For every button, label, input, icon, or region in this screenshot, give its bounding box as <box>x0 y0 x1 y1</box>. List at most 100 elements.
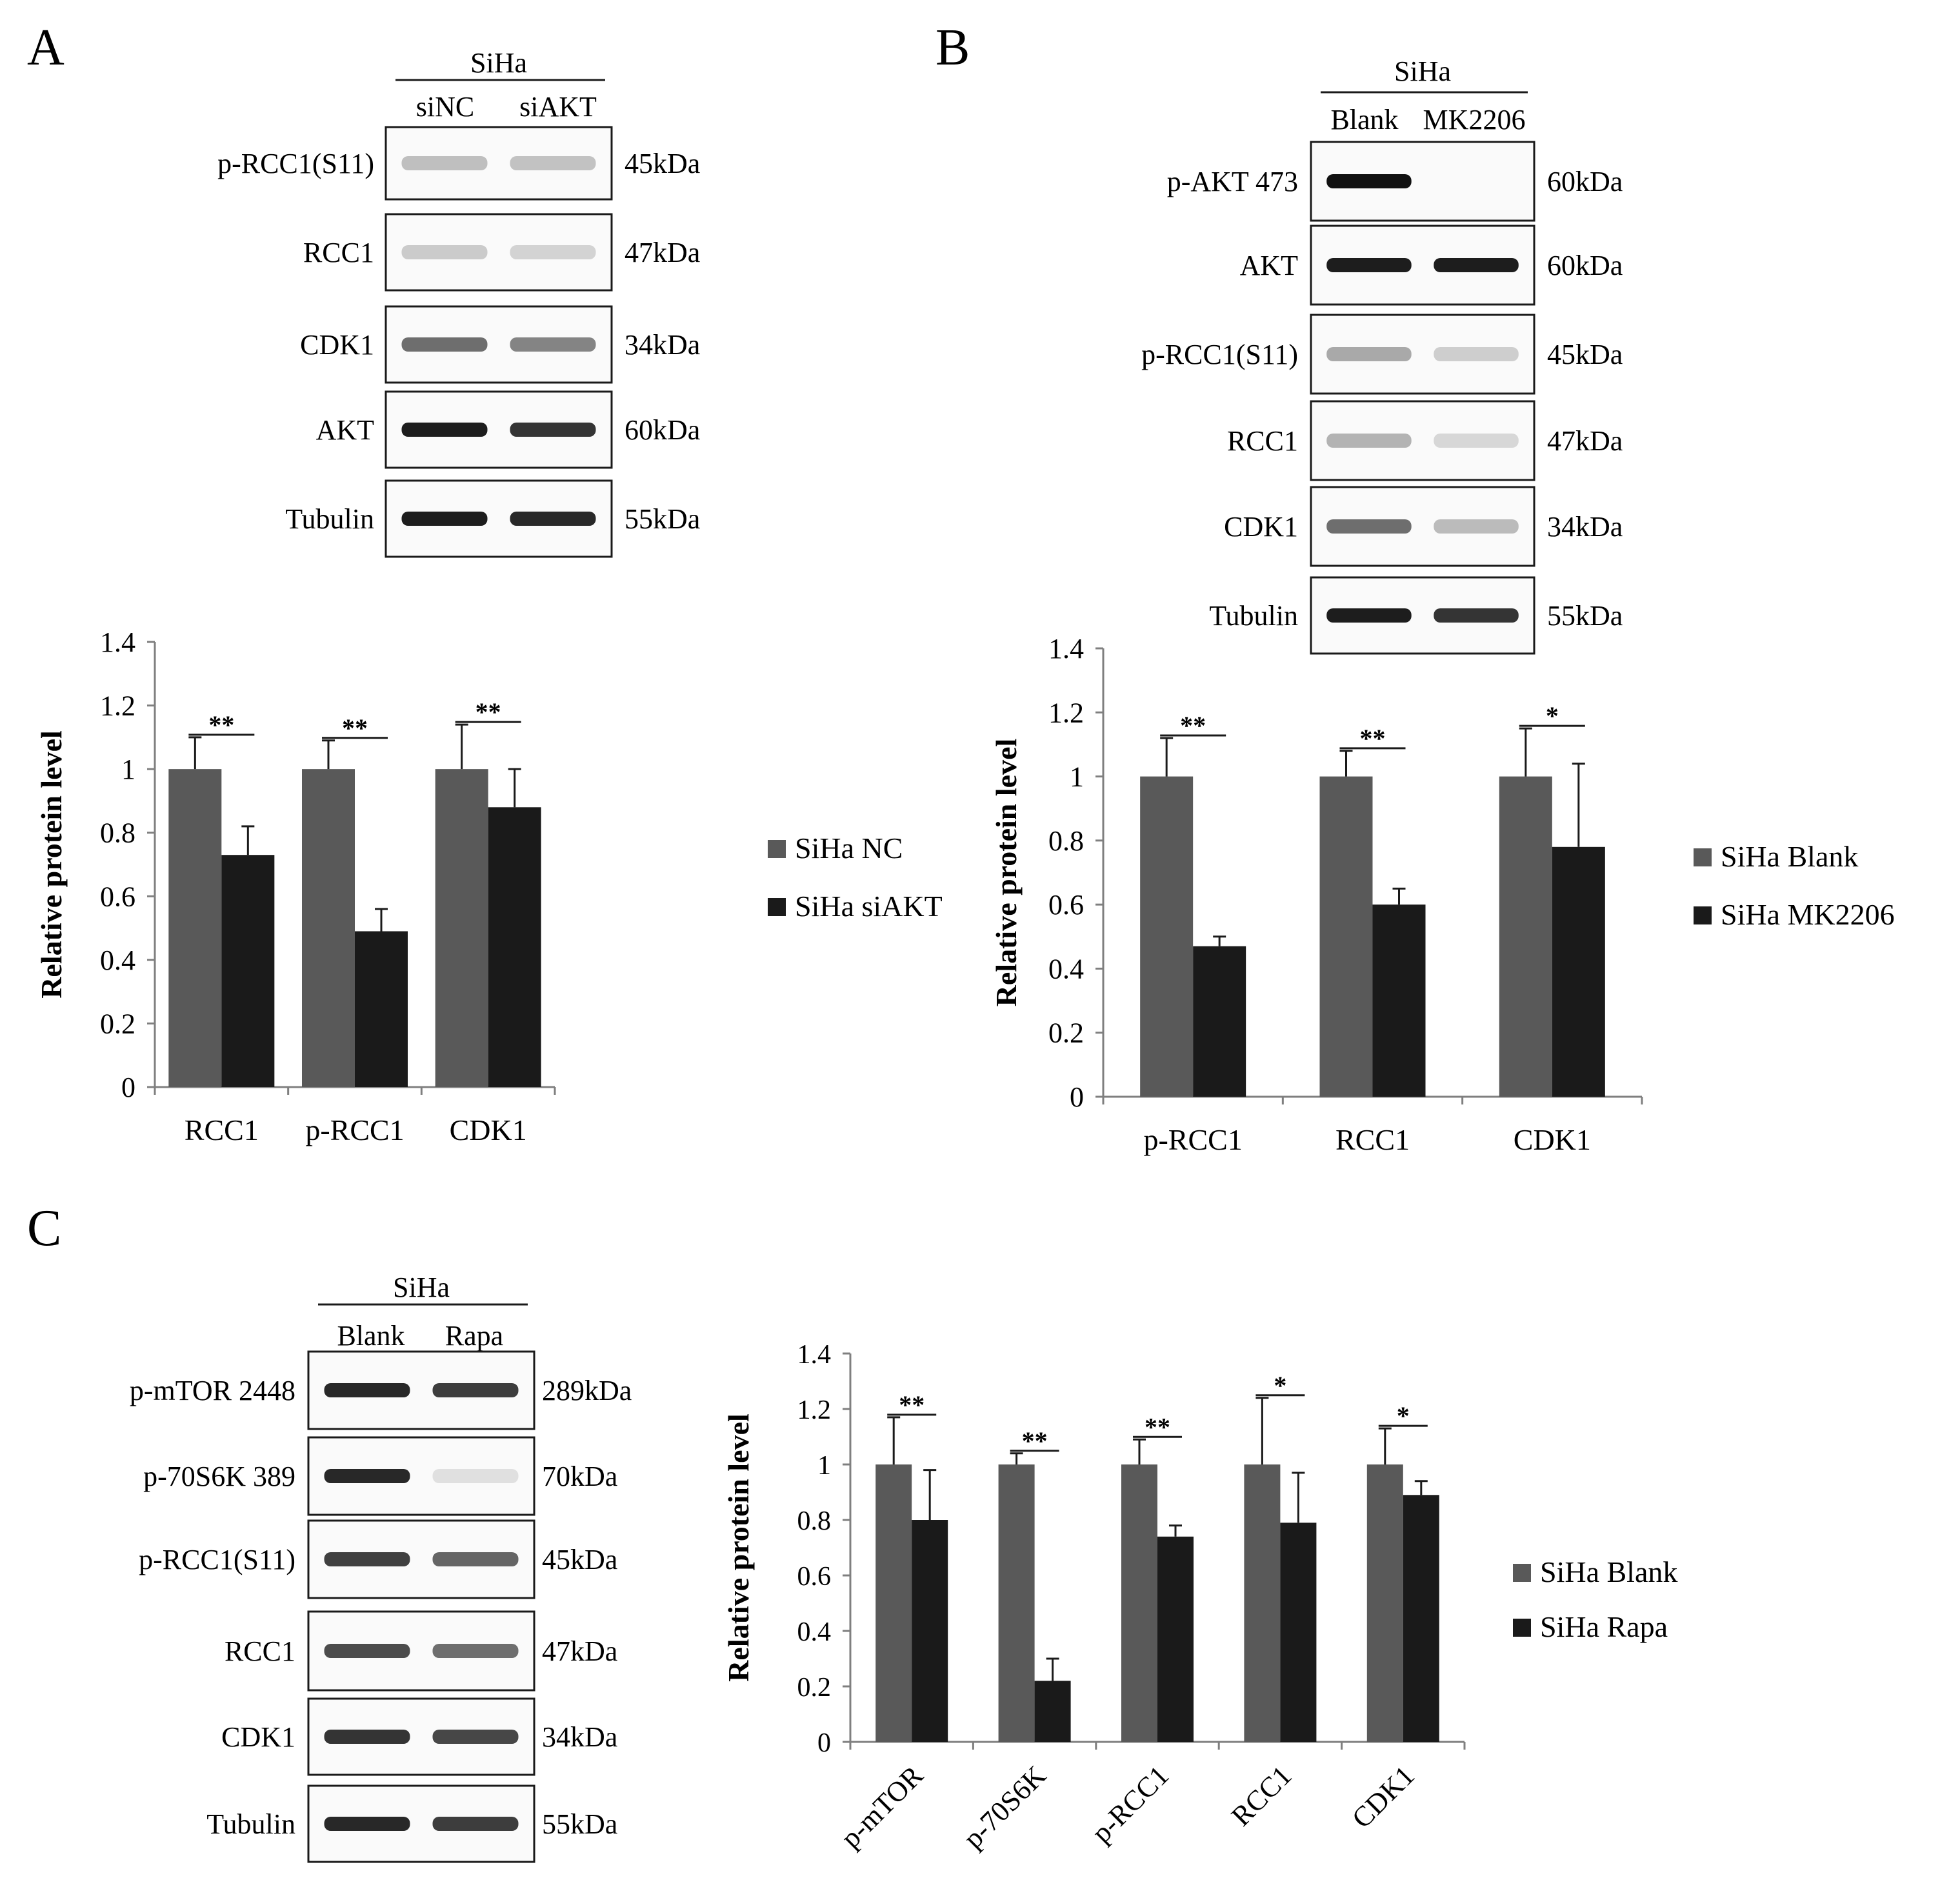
chart-c-bar-1-control <box>875 1464 912 1742</box>
blot-c-band <box>432 1469 519 1483</box>
chart-a-bar-2-control <box>302 769 355 1087</box>
blot-c-band <box>324 1469 410 1483</box>
chart-c-bar-4-treated <box>1280 1523 1317 1742</box>
blot-c-lane-label: Blank <box>337 1320 405 1352</box>
chart-b-legend-label: SiHa MK2206 <box>1721 898 1895 931</box>
blot-b-membrane <box>1310 400 1535 481</box>
blot-a-band <box>510 245 596 259</box>
chart-a-y-tick-label: 1.4 <box>100 626 135 658</box>
chart-c-x-tick-label: p-RCC1 <box>1086 1759 1175 1848</box>
blot-c-protein-label: p-RCC1(S11) <box>139 1544 295 1575</box>
chart-b-bar-1-treated <box>1193 946 1246 1097</box>
western-blot-a: SiHa siNC siAKT p-RCC1(S11) 45kDa RCC1 47kDa CD… <box>217 47 700 558</box>
blot-a-lane-label: siNC <box>416 91 474 123</box>
blot-a-band <box>510 512 596 526</box>
chart-c-bar-5-treated <box>1403 1495 1439 1742</box>
chart-a-x-tick-label: p-RCC1 <box>305 1114 404 1146</box>
chart-b-y-tick-label: 0.4 <box>1048 953 1084 984</box>
blot-b-protein-label: AKT <box>1240 250 1299 281</box>
blot-c-band <box>432 1644 519 1658</box>
chart-c-bar-5-control <box>1366 1464 1403 1742</box>
chart-b-bar-3-control <box>1499 776 1552 1097</box>
blot-a-kda-label: 45kDa <box>625 148 700 179</box>
chart-c-significance-label: ** <box>1022 1426 1048 1455</box>
blot-a-membrane <box>385 126 613 201</box>
blot-c-kda-label: 45kDa <box>542 1544 617 1575</box>
blot-a-kda-label: 60kDa <box>625 414 700 446</box>
chart-c-legend-swatch <box>1513 1564 1531 1582</box>
blot-a-kda-label: 55kDa <box>625 503 700 535</box>
chart-a-bar-2-treated <box>355 931 408 1087</box>
chart-a-legend-label: SiHa siAKT <box>795 890 943 923</box>
chart-a-y-tick-label: 1 <box>121 754 135 785</box>
blot-a-membrane <box>385 213 613 292</box>
panel-letter-c: C <box>27 1200 61 1257</box>
chart-b-bar-2-control <box>1319 776 1373 1097</box>
blot-a-band <box>510 423 596 437</box>
chart-c-y-tick-label: 1.2 <box>797 1395 832 1425</box>
chart-c-legend-label: SiHa Blank <box>1540 1555 1677 1588</box>
chart-c-significance-label: * <box>1274 1371 1286 1400</box>
chart-b-legend-swatch <box>1694 906 1712 924</box>
chart-c-y-axis-label: Relative protein level <box>722 1414 755 1682</box>
chart-c-legend-swatch <box>1513 1619 1531 1637</box>
chart-b-significance-label: ** <box>1180 711 1206 740</box>
blot-b-lane-label: Blank <box>1330 104 1398 135</box>
blot-c-protein-label: Tubulin <box>206 1808 295 1840</box>
chart-a-significance-label: ** <box>475 697 501 726</box>
chart-c-legend-label: SiHa Rapa <box>1540 1610 1668 1643</box>
chart-b-significance-label: ** <box>1360 724 1386 753</box>
blot-c-band <box>432 1817 519 1831</box>
blot-b-protein-label: p-RCC1(S11) <box>1141 339 1298 370</box>
chart-c-bar-2-treated <box>1034 1681 1071 1742</box>
blot-c-protein-label: p-70S6K 389 <box>143 1461 295 1492</box>
blot-c-band <box>324 1644 410 1658</box>
chart-b-bar-3-treated <box>1552 846 1605 1097</box>
chart-a-y-tick-label: 1.2 <box>100 690 135 722</box>
chart-a-legend-label: SiHa NC <box>795 832 903 864</box>
chart-b-y-tick-label: 1.4 <box>1048 633 1084 664</box>
chart-c-y-tick-label: 1 <box>817 1451 831 1481</box>
blot-b-kda-label: 60kDa <box>1547 166 1623 197</box>
blot-b-band <box>1326 608 1412 623</box>
chart-a-bar-3-control <box>435 769 488 1087</box>
blot-b-membrane <box>1310 314 1535 395</box>
blot-c-band <box>432 1730 519 1744</box>
chart-c-y-tick-label: 0.2 <box>797 1673 832 1703</box>
blot-b-band <box>1434 347 1519 361</box>
blot-a-band <box>401 337 488 352</box>
blot-a-protein-label: CDK1 <box>300 329 374 361</box>
chart-a-y-tick-label: 0.2 <box>100 1008 135 1039</box>
chart-c-bar-3-control <box>1121 1464 1157 1742</box>
blot-a-protein-label: RCC1 <box>303 237 374 268</box>
chart-b-x-tick-label: CDK1 <box>1514 1123 1591 1156</box>
chart-a-x-tick-label: CDK1 <box>450 1114 527 1146</box>
chart-c-y-tick-label: 0.8 <box>797 1506 832 1536</box>
chart-c-significance-label: ** <box>899 1390 925 1419</box>
blot-b-protein-label: Tubulin <box>1209 600 1298 632</box>
blot-b-kda-label: 45kDa <box>1547 339 1623 370</box>
blot-b-band <box>1434 434 1519 448</box>
blot-c-kda-label: 70kDa <box>542 1461 617 1492</box>
blot-c-band <box>432 1383 519 1397</box>
blot-a-protein-label: p-RCC1(S11) <box>217 148 374 179</box>
chart-c-y-tick-label: 0 <box>817 1728 831 1758</box>
blot-b-kda-label: 55kDa <box>1547 600 1623 632</box>
blot-b-band <box>1326 434 1412 448</box>
blot-c-band <box>324 1730 410 1744</box>
blot-c-protein-label: CDK1 <box>221 1721 295 1753</box>
blot-c-band <box>432 1552 519 1566</box>
chart-b-legend-label: SiHa Blank <box>1721 840 1858 873</box>
panel-letter-a: A <box>27 19 65 76</box>
chart-c-bar-3-treated <box>1157 1536 1194 1742</box>
blot-c-band <box>324 1552 410 1566</box>
blot-b-band <box>1434 258 1519 272</box>
chart-a-y-tick-label: 0 <box>121 1072 135 1103</box>
chart-b-y-tick-label: 0 <box>1070 1081 1084 1113</box>
blot-b-protein-label: RCC1 <box>1227 425 1298 457</box>
chart-b-bar-2-treated <box>1372 904 1426 1097</box>
blot-b-protein-label: CDK1 <box>1224 511 1298 543</box>
chart-a-y-tick-label: 0.6 <box>100 881 135 912</box>
blot-a-protein-label: Tubulin <box>285 503 374 535</box>
